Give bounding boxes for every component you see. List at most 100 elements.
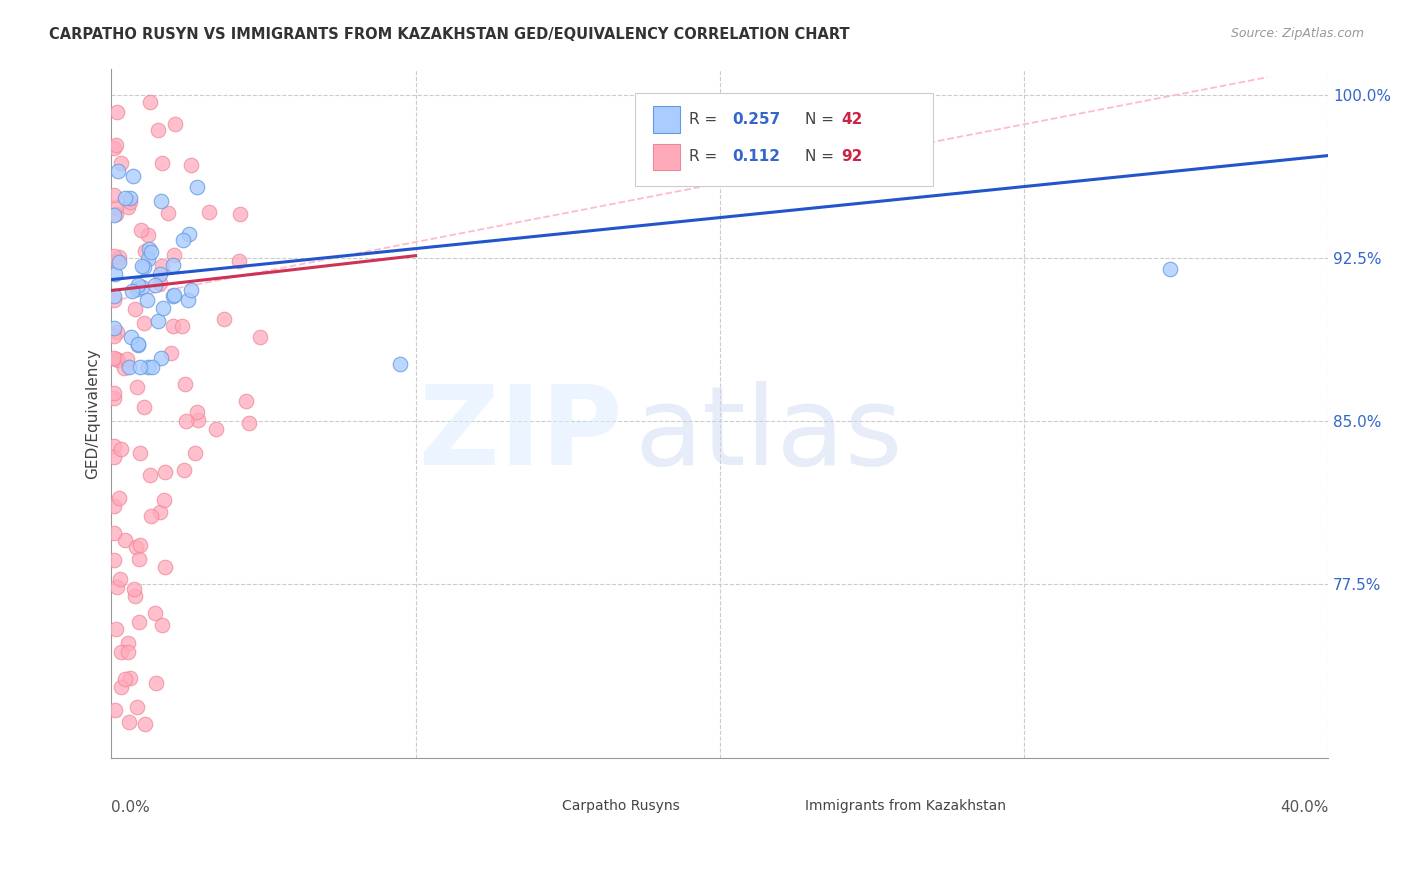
Point — [180, 283, 202, 297]
Point — [117, 636, 139, 650]
Point — [128, 551, 150, 566]
Point — [128, 446, 150, 460]
Text: 0.0%: 0.0% — [111, 800, 150, 814]
Text: 0.112: 0.112 — [733, 149, 780, 164]
Point — [139, 95, 162, 109]
Point — [157, 206, 180, 220]
Point — [139, 467, 162, 482]
Text: atlas: atlas — [634, 381, 903, 488]
Point — [107, 163, 129, 178]
Point — [103, 552, 125, 566]
Point — [180, 158, 202, 172]
Point — [132, 401, 155, 415]
Point — [131, 259, 153, 273]
Point — [103, 329, 125, 343]
Text: 92: 92 — [841, 149, 863, 164]
Point — [150, 155, 173, 169]
Point — [249, 330, 271, 344]
Point — [238, 416, 260, 430]
Point — [105, 254, 128, 268]
Point — [134, 316, 156, 330]
Point — [125, 380, 148, 394]
Point — [389, 358, 412, 372]
Point — [162, 258, 184, 272]
Point — [150, 351, 173, 365]
Point — [149, 267, 172, 281]
Point — [143, 606, 166, 620]
Point — [118, 714, 141, 729]
Point — [103, 351, 125, 366]
Text: CARPATHO RUSYN VS IMMIGRANTS FROM KAZAKHSTAN GED/EQUIVALENCY CORRELATION CHART: CARPATHO RUSYN VS IMMIGRANTS FROM KAZAKH… — [49, 27, 849, 42]
Point — [105, 622, 128, 636]
Point — [121, 169, 143, 183]
Point — [110, 644, 132, 658]
Point — [124, 589, 146, 603]
Point — [186, 405, 208, 419]
Point — [122, 582, 145, 597]
Point — [103, 293, 125, 308]
Point — [103, 321, 125, 335]
Point — [152, 301, 174, 315]
Point — [128, 615, 150, 629]
Point — [163, 248, 186, 262]
Point — [103, 208, 125, 222]
Point — [150, 617, 173, 632]
Point — [131, 222, 153, 236]
Text: N =: N = — [806, 149, 839, 164]
Point — [135, 293, 157, 308]
Point — [127, 337, 149, 351]
Point — [162, 318, 184, 333]
Point — [104, 351, 127, 366]
Point — [114, 533, 136, 548]
Point — [115, 351, 138, 366]
Point — [103, 500, 125, 514]
Point — [105, 580, 128, 594]
Point — [103, 187, 125, 202]
Point — [110, 442, 132, 456]
Point — [103, 526, 125, 541]
Point — [143, 277, 166, 292]
Text: 40.0%: 40.0% — [1279, 800, 1329, 814]
Point — [118, 359, 141, 374]
Point — [146, 313, 169, 327]
Point — [134, 717, 156, 731]
Point — [187, 413, 209, 427]
Point — [120, 671, 142, 685]
Point — [177, 227, 200, 241]
Point — [103, 391, 125, 405]
Point — [117, 200, 139, 214]
Point — [110, 156, 132, 170]
Point — [104, 267, 127, 281]
Point — [128, 278, 150, 293]
Point — [112, 361, 135, 376]
Point — [149, 276, 172, 290]
Point — [118, 191, 141, 205]
Point — [103, 289, 125, 303]
Point — [127, 336, 149, 351]
Point — [228, 206, 250, 220]
Point — [177, 293, 200, 307]
Point — [131, 280, 153, 294]
Text: 42: 42 — [841, 112, 863, 127]
Point — [125, 282, 148, 296]
Point — [125, 540, 148, 554]
Point — [103, 248, 125, 262]
Point — [114, 672, 136, 686]
Point — [139, 245, 162, 260]
Point — [149, 505, 172, 519]
Point — [124, 301, 146, 316]
Point — [165, 117, 187, 131]
Point — [163, 288, 186, 302]
Text: 0.257: 0.257 — [733, 112, 780, 127]
Point — [104, 201, 127, 215]
Text: Source: ZipAtlas.com: Source: ZipAtlas.com — [1230, 27, 1364, 40]
Point — [108, 250, 131, 264]
Point — [134, 244, 156, 258]
Point — [127, 700, 149, 714]
Point — [150, 260, 173, 274]
Point — [198, 204, 221, 219]
Text: Carpatho Rusyns: Carpatho Rusyns — [561, 799, 679, 813]
Point — [136, 359, 159, 374]
Point — [228, 254, 250, 268]
Point — [174, 376, 197, 391]
